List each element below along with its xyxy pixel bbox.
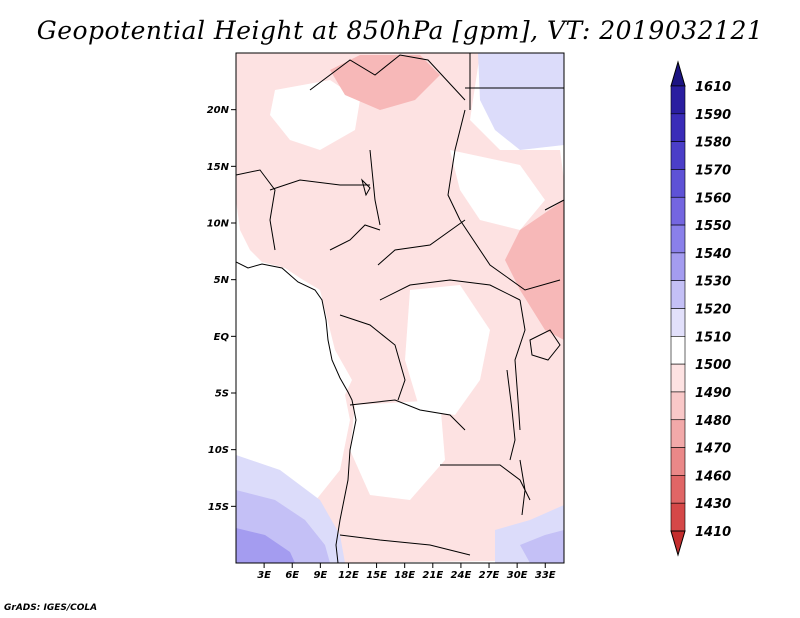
lat-tick-label: 10N — [207, 219, 230, 230]
colorbar-segment — [670, 113, 686, 142]
lat-tick-label: 20N — [207, 105, 230, 116]
colorbar-segment — [670, 502, 686, 532]
lat-tick-label: 15S — [208, 502, 229, 513]
border-drc-east — [514, 299, 526, 431]
lon-tick-label: 30E — [507, 570, 528, 581]
border-ethiopia — [544, 199, 564, 211]
colorbar-level-label: 1610 — [695, 80, 731, 95]
lat-tick-label: 5S — [215, 389, 229, 400]
colorbar-level-label: 1590 — [695, 108, 731, 123]
lake-victoria-shore — [529, 329, 561, 361]
colorbar-segment — [670, 85, 686, 115]
software-credit: GrADS: IGES/COLA — [4, 603, 98, 613]
field-warm-core-sahara — [330, 55, 440, 110]
colorbar-level-label: 1430 — [695, 497, 731, 512]
map-field — [236, 53, 564, 563]
latitude-axis: 20N 15N 10N 5N EQ 5S 10S 15S — [207, 105, 236, 513]
coastline-west-africa — [236, 261, 357, 563]
colorbar-level-label: 1500 — [695, 358, 731, 373]
lon-tick-label: 21E — [422, 570, 443, 581]
lat-tick-label: EQ — [214, 332, 230, 343]
field-warm-core-east-africa — [505, 200, 564, 340]
colorbar-segment — [670, 391, 686, 421]
plot-title: Geopotential Height at 850hPa [gpm], VT:… — [36, 16, 764, 45]
border-angola-namibia — [339, 534, 471, 556]
border-cameroon-car — [377, 219, 466, 266]
colorbar-segment — [670, 336, 686, 365]
border-car-south — [379, 279, 521, 301]
field-cool-southeast-inner — [520, 530, 564, 563]
border-nigeria-cameroon — [329, 224, 381, 251]
colorbar-level-label: 1460 — [695, 469, 731, 484]
colorbar-level-label: 1570 — [695, 163, 731, 178]
lon-tick-label: 33E — [535, 570, 556, 581]
lat-tick-label: 5N — [214, 275, 230, 286]
colorbar-segment — [670, 475, 686, 504]
longitude-axis: 3E 6E 9E 12E 15E 18E 21E 24E 27E 30E 33E — [257, 563, 556, 581]
colorbar-segment — [670, 447, 686, 476]
lake-malawi-shore — [519, 459, 526, 516]
colorbar-segment — [670, 280, 686, 309]
colorbar-level-label: 1520 — [695, 303, 731, 318]
lake-tanganyika-shore — [506, 369, 516, 461]
border-drc-south — [349, 399, 466, 431]
lon-tick-label: 3E — [257, 570, 271, 581]
lon-tick-label: 24E — [451, 570, 472, 581]
border-upper-volta-nigeria — [236, 169, 276, 251]
colorbar-top-arrow — [670, 60, 686, 87]
border-algeria-niger-libya — [309, 54, 466, 101]
colorbar-segment — [670, 252, 686, 281]
colorbar-level-label: 1540 — [695, 247, 731, 262]
colorbar-level-label: 1480 — [695, 414, 731, 429]
lat-tick-label: 15N — [207, 162, 230, 173]
colorbar-level-label: 1580 — [695, 136, 731, 151]
colorbar-segment — [670, 169, 686, 198]
colorbar-segment — [670, 419, 686, 448]
lat-tick-label: 10S — [208, 445, 229, 456]
border-congo-drc — [339, 314, 406, 401]
colorbar-level-label: 1510 — [695, 330, 731, 345]
field-neutral-patch-north — [270, 80, 360, 150]
colorbar-segment — [670, 141, 686, 170]
lon-tick-label: 12E — [338, 570, 359, 581]
lon-tick-label: 18E — [394, 570, 415, 581]
lake-chad-shore — [361, 178, 371, 197]
colorbar-level-label: 1410 — [695, 525, 731, 540]
field-cool-southwest-inner — [236, 528, 295, 563]
lon-tick-label: 9E — [313, 570, 327, 581]
map-frame — [235, 52, 565, 564]
lon-tick-label: 27E — [479, 570, 500, 581]
colorbar-level-label: 1530 — [695, 275, 731, 290]
colorbar-level-label: 1490 — [695, 386, 731, 401]
border-sudan-south — [459, 219, 561, 291]
field-cool-northeast — [478, 53, 564, 150]
border-sudan-chad — [447, 109, 466, 221]
colorbar-level-label: 1560 — [695, 191, 731, 206]
field-neutral-patch-south — [350, 400, 445, 500]
colorbar-segment — [670, 308, 686, 337]
colorbar-bottom-arrow — [670, 530, 686, 557]
field-neutral-patch-center — [405, 285, 490, 415]
border-niger-nigeria — [269, 179, 370, 191]
colorbar-segment — [670, 196, 686, 226]
field-neutral-patch-east — [450, 150, 545, 230]
colorbar-level-label: 1470 — [695, 442, 731, 457]
lon-tick-label: 15E — [366, 570, 387, 581]
colorbar-segment — [670, 363, 686, 393]
colorbar-level-label: 1550 — [695, 219, 731, 234]
border-chad-west — [369, 149, 381, 226]
colorbar: 1610 1590 1580 1570 1560 1550 1540 1530 1520 1510… — [670, 60, 731, 557]
country-borders — [236, 53, 564, 563]
lon-tick-label: 6E — [285, 570, 299, 581]
colorbar-segment — [670, 224, 686, 254]
